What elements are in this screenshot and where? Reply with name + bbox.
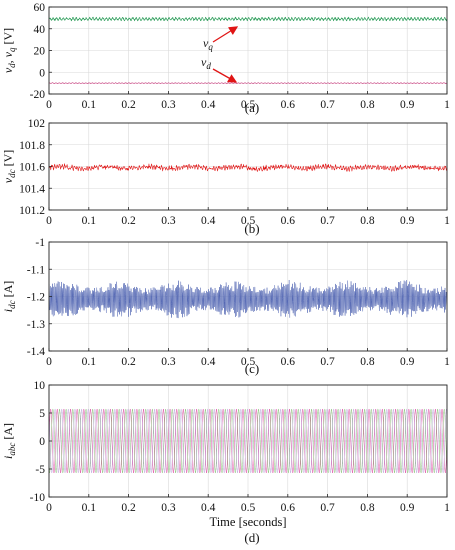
panel-caption: (a)	[245, 100, 259, 115]
y-tick-label: 101.6	[19, 162, 45, 174]
x-tick-label: 0.8	[360, 215, 375, 227]
x-tick-label: 0.7	[320, 215, 335, 227]
panel-caption: (b)	[244, 221, 259, 236]
y-axis-label: vdc [V]	[1, 150, 17, 184]
y-tick-label: 101.8	[19, 140, 45, 152]
panel-caption: (d)	[244, 530, 259, 545]
x-tick-label: 0.5	[241, 356, 256, 368]
x-axis-label: Time [seconds]	[210, 515, 287, 529]
x-tick-label: 0.7	[320, 502, 335, 514]
x-tick-label: 0.8	[360, 356, 375, 368]
panel-3: 0 0.1 0.2 0.3 0.4 0.5 0.6 0.7 0.8 0.9 1 -1.4 -1.3 -1.…	[1, 237, 450, 376]
x-tick-label: 1	[444, 356, 450, 368]
y-tick-label: -5	[35, 464, 45, 476]
x-tick-label: 0.8	[360, 99, 375, 111]
y-tick-label: 20	[34, 46, 46, 58]
y-tick-label: 60	[34, 2, 46, 14]
x-tick-label: 0.8	[360, 502, 375, 514]
x-tick-label: 0	[46, 502, 52, 514]
series-i_b	[49, 408, 447, 474]
series-i_dc	[49, 279, 447, 319]
x-tick-label: 0.5	[241, 502, 256, 514]
x-tick-label: 0.6	[281, 215, 296, 227]
x-tick-label: 0.7	[320, 356, 335, 368]
x-tick-label: 0.1	[82, 502, 97, 514]
x-tick-label: 0.1	[82, 356, 97, 368]
x-tick-label: 0.4	[201, 215, 216, 227]
vd-arrow	[212, 68, 238, 83]
x-tick-label: 0.5	[241, 215, 256, 227]
vd-label: vd	[201, 55, 211, 71]
y-tick-label: 102	[28, 118, 46, 130]
x-tick-label: 0.3	[161, 99, 176, 111]
x-tick-label: 1	[444, 99, 450, 111]
y-axis-label: vd, vq [V]	[1, 28, 17, 73]
y-tick-label: 5	[39, 408, 45, 420]
x-tick-label: 0.5	[241, 99, 256, 111]
y-tick-label: -1.2	[27, 292, 45, 304]
vq-label: vq	[203, 36, 213, 52]
x-tick-label: 0.3	[161, 215, 176, 227]
x-tick-label: 0.7	[320, 99, 335, 111]
y-tick-label: 0	[39, 67, 45, 79]
y-tick-label: -10	[30, 492, 46, 504]
panel-2: 0 0.1 0.2 0.3 0.4 0.5 0.6 0.7 0.8 0.9 1 101.2 101.4 1…	[1, 118, 450, 236]
x-tick-label: 0.4	[201, 99, 216, 111]
y-tick-label: 0	[39, 436, 45, 448]
x-tick-label: 0.2	[121, 502, 136, 514]
y-tick-label: -1.4	[27, 346, 45, 358]
x-tick-label: 0.6	[281, 502, 296, 514]
x-tick-label: 0.9	[400, 502, 415, 514]
x-tick-label: 0.4	[201, 502, 216, 514]
x-tick-label: 0.3	[161, 502, 176, 514]
x-tick-label: 0.2	[121, 215, 136, 227]
series-v_dc	[49, 163, 447, 172]
x-tick-label: 0.4	[201, 356, 216, 368]
y-tick-label: -1.1	[27, 264, 45, 276]
panel-caption: (c)	[245, 361, 259, 376]
series-i_a	[49, 408, 447, 474]
x-tick-label: 0.2	[121, 356, 136, 368]
x-tick-label: 1	[444, 215, 450, 227]
series-v_q	[49, 16, 447, 22]
x-tick-label: 0.6	[281, 356, 296, 368]
y-tick-label: -1	[35, 237, 45, 249]
x-tick-label: 0.9	[400, 99, 415, 111]
x-tick-label: 0	[46, 356, 52, 368]
y-tick-label: 101.4	[19, 183, 45, 195]
x-tick-label: 0	[46, 215, 52, 227]
y-tick-label: 101.2	[19, 205, 45, 217]
series-v_d	[49, 82, 447, 84]
y-tick-label: -20	[30, 89, 46, 101]
y-tick-label: 40	[34, 24, 46, 36]
x-tick-label: 0.6	[281, 99, 296, 111]
series-i_c	[49, 408, 447, 474]
x-tick-label: 0.9	[400, 356, 415, 368]
x-tick-label: 0.1	[82, 215, 97, 227]
x-tick-label: 0.2	[121, 99, 136, 111]
y-tick-label: -1.3	[27, 319, 45, 331]
x-tick-label: 0.9	[400, 215, 415, 227]
y-axis-label: idc [A]	[1, 281, 17, 313]
x-tick-label: 1	[444, 502, 450, 514]
panel-4: 0 0.1 0.2 0.3 0.4 0.5 0.6 0.7 0.8 0.9 1 -10 -5 0 5 10 ia…	[1, 380, 450, 545]
vq-arrow	[212, 26, 239, 43]
y-axis-label: iabc [A]	[1, 423, 17, 459]
x-tick-label: 0	[46, 99, 52, 111]
x-tick-label: 0.3	[161, 356, 176, 368]
y-tick-label: 10	[34, 380, 46, 392]
panel-1: 0 0.1 0.2 0.3 0.4 0.5 0.6 0.7 0.8 0.9 1-200204060v…	[1, 2, 450, 115]
x-tick-label: 0.1	[82, 99, 97, 111]
